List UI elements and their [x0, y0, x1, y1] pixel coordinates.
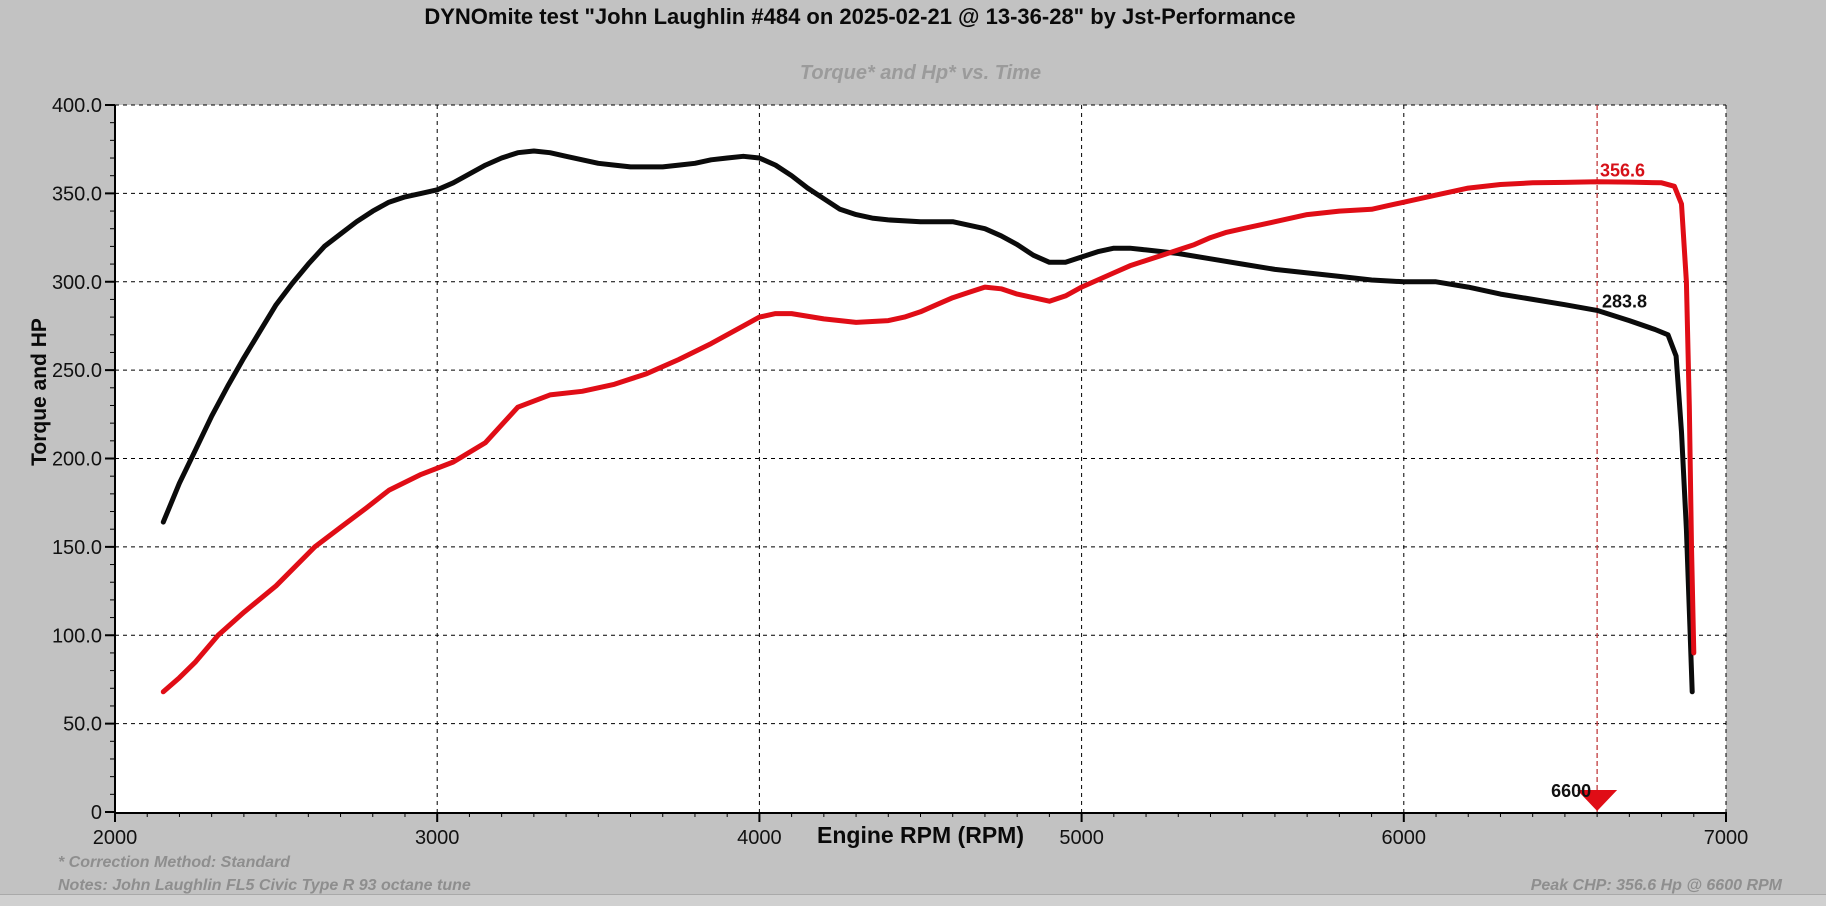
y-tick-label: 300.0 [52, 272, 102, 294]
x-tick-label: 7000 [1704, 827, 1749, 849]
peak-hp-value-label: 356.6 [1600, 161, 1645, 181]
y-tick-label: 200.0 [52, 449, 102, 471]
y-axis-label: Torque and HP [28, 318, 51, 466]
x-tick-label: 3000 [415, 827, 460, 849]
x-axis-label: Engine RPM (RPM) [817, 822, 1024, 848]
torque-value-label: 283.8 [1602, 291, 1647, 311]
y-tick-label: 400.0 [52, 95, 102, 117]
y-tick-label: 250.0 [52, 360, 102, 382]
y-tick-label: 100.0 [52, 625, 102, 647]
rpm-marker-triangle [1577, 790, 1618, 811]
chart-title: DYNOmite test "John Laughlin #484 on 202… [424, 4, 1296, 29]
torque-curve [160, 148, 1695, 695]
y-tick-label: 350.0 [52, 183, 102, 205]
window-bottom-strip [0, 894, 1826, 906]
peak-chp-note: Peak CHP: 356.6 Hp @ 6600 RPM [1530, 877, 1782, 894]
x-tick-label: 6000 [1382, 827, 1427, 849]
tuner-notes: Notes: John Laughlin FL5 Civic Type R 93… [58, 877, 471, 894]
x-tick-label: 4000 [737, 827, 782, 849]
rpm-marker-label: 6600 [1551, 781, 1591, 801]
x-tick-label: 2000 [93, 827, 138, 849]
x-tick-label: 5000 [1059, 827, 1104, 849]
hp-curve [160, 179, 1697, 695]
correction-method-note: * Correction Method: Standard [58, 854, 291, 871]
y-tick-label: 0 [91, 802, 102, 824]
chart-subtitle: Torque* and Hp* vs. Time [799, 62, 1042, 84]
y-tick-label: 50.0 [63, 714, 102, 736]
y-tick-label: 150.0 [52, 537, 102, 559]
